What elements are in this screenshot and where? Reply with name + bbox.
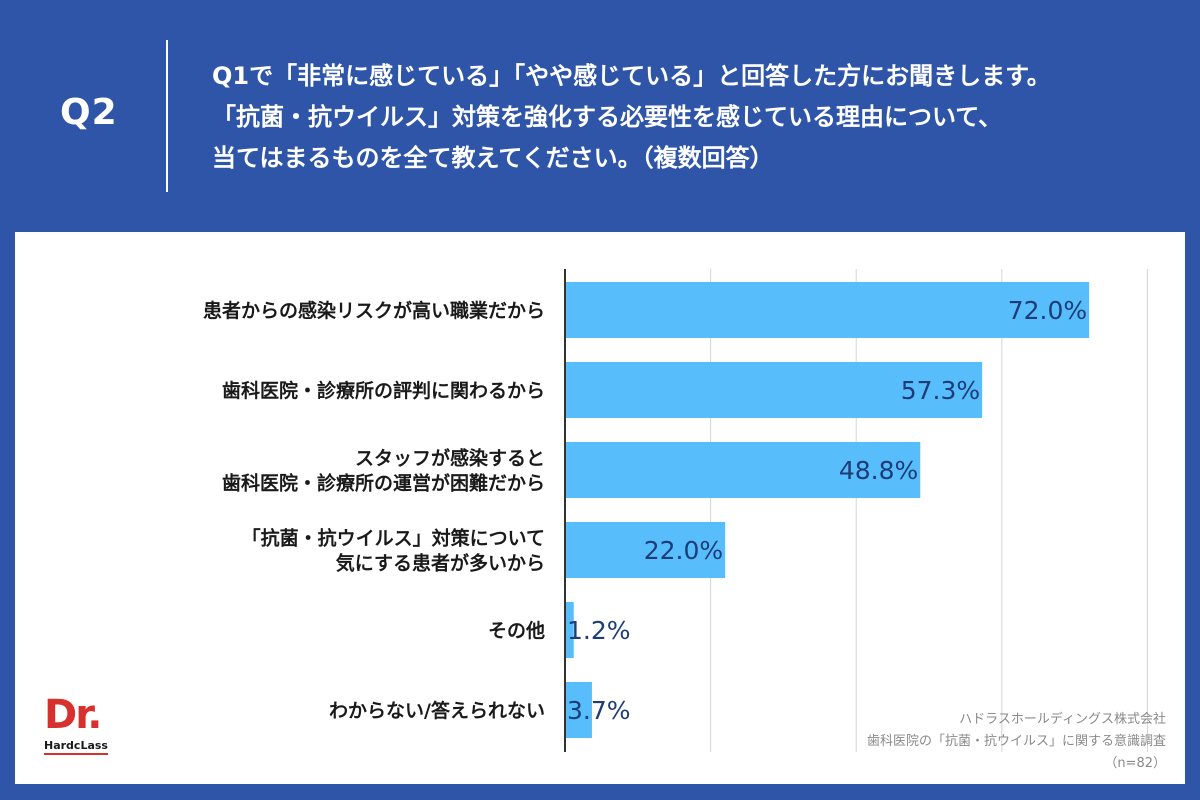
data-label: 22.0% xyxy=(644,536,723,565)
chart-panel: 72.0% 患者からの感染リスクが高い職業だから 57.3% 歯科医院・診療所の評判に… xyxy=(15,232,1185,784)
bar xyxy=(565,442,921,498)
logo-sub-text: HardcLass xyxy=(44,739,108,755)
question-text: Q1で「非常に感じている」「やや感じている」と回答した方にお聞きします。 「抗菌… xyxy=(212,56,1172,179)
question-line: Q1で「非常に感じている」「やや感じている」と回答した方にお聞きします。 xyxy=(212,62,1051,90)
company-logo: Dr. HardcLass xyxy=(44,693,118,759)
bar-chart: 72.0% 患者からの感染リスクが高い職業だから 57.3% 歯科医院・診療所の評判に… xyxy=(203,269,1148,752)
source-line: ハドラスホールディングス株式会社 xyxy=(959,712,1166,727)
bar xyxy=(565,522,726,578)
bar xyxy=(565,682,592,738)
category-label: 「抗菌・抗ウイルス」対策について xyxy=(242,527,545,550)
category-label: 気にする患者が多いから xyxy=(336,552,545,575)
data-label: 3.7% xyxy=(567,696,631,725)
logo-main-text: Dr. xyxy=(44,692,102,738)
source-note: ハドラスホールディングス株式会社 歯科医院の「抗菌・抗ウイルス」に関する意識調査… xyxy=(867,709,1166,775)
header-divider xyxy=(166,40,168,192)
bar xyxy=(565,362,983,418)
question-line: 「抗菌・抗ウイルス」対策を強化する必要性を感じている理由について、 xyxy=(212,103,1003,131)
category-label: 患者からの感染リスクが高い職業だから xyxy=(203,299,545,322)
category-label: 歯科医院・診療所の評判に関わるから xyxy=(222,379,545,402)
bar xyxy=(565,602,574,658)
bar xyxy=(565,282,1090,338)
data-label: 57.3% xyxy=(901,376,980,405)
question-line: 当てはまるものを全て教えてください。（複数回答） xyxy=(212,144,774,172)
data-label: 72.0% xyxy=(1008,296,1087,325)
source-line: （n=82） xyxy=(1104,756,1166,771)
category-label: わからない/答えられない xyxy=(329,699,545,722)
category-label: その他 xyxy=(488,619,545,642)
source-line: 歯科医院の「抗菌・抗ウイルス」に関する意識調査 xyxy=(866,734,1166,749)
question-header: Q2 Q1で「非常に感じている」「やや感じている」と回答した方にお聞きします。 … xyxy=(0,0,1200,232)
category-label: スタッフが感染すると xyxy=(355,447,545,470)
question-label: Q2 xyxy=(60,92,118,133)
category-label: 歯科医院・診療所の運営が困難だから xyxy=(222,472,545,495)
data-label: 1.2% xyxy=(567,616,631,645)
data-label: 48.8% xyxy=(839,456,918,485)
